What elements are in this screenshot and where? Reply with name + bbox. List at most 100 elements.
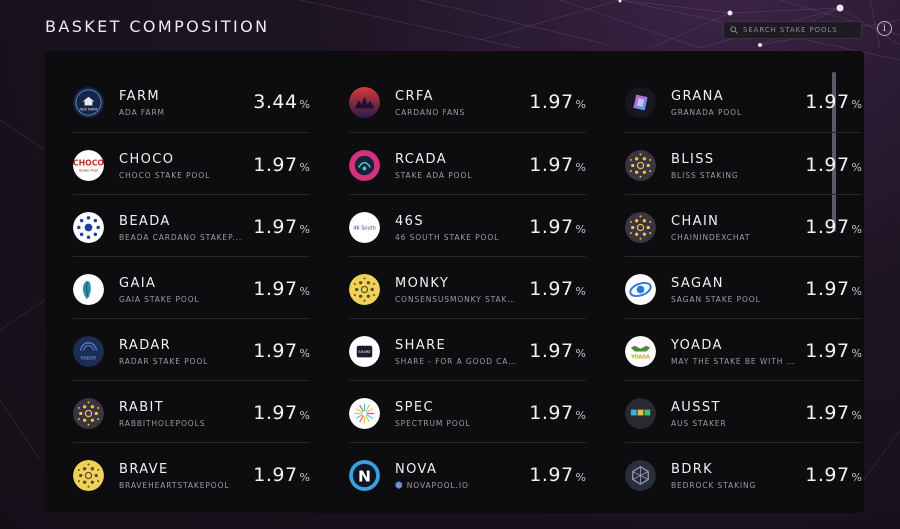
pool-percentage: 1.97% <box>529 340 586 362</box>
pool-name-text: 46 SOUTH STAKE POOL <box>395 233 500 242</box>
pool-row[interactable]: GAIA GAIA STAKE POOL 1.97% <box>73 256 310 318</box>
pool-name: CONSENSUSMONKY STAKE... <box>395 295 520 304</box>
pool-row[interactable]: CHAIN CHAININDEXCHAT 1.97% <box>625 194 862 256</box>
pool-percentage: 1.97% <box>805 402 862 424</box>
scrollbar[interactable] <box>832 72 836 232</box>
pool-row[interactable]: MONKY CONSENSUSMONKY STAKE... 1.97% <box>349 256 586 318</box>
pool-column: GRANA GRANADA POOL 1.97% BLISS BLISS STAKING… <box>625 70 862 504</box>
pool-ticker: RCADA <box>395 152 448 167</box>
svg-text:46 South: 46 South <box>353 225 376 231</box>
pool-row[interactable]: ADA FARM FARM ADA FARM 3.44% <box>73 70 310 132</box>
pool-name-text: AUS STAKER <box>671 419 727 428</box>
pool-row[interactable]: BRAVE BRAVEHEARTSTAKEPOOL 1.97% <box>73 442 310 504</box>
percentage-value: 1.97 <box>529 154 574 176</box>
cardano-default-logo <box>625 212 656 243</box>
pool-ticker: FARM <box>119 89 161 104</box>
pool-ticker: MONKY <box>395 276 450 291</box>
percentage-unit: % <box>851 409 862 422</box>
pool-name-text: SHARE - FOR A GOOD CAU... <box>395 357 520 366</box>
percentage-unit: % <box>299 471 310 484</box>
gaia-logo <box>73 274 104 305</box>
pool-name-text: STAKE ADA POOL <box>395 171 473 180</box>
search-input[interactable]: SEARCH STAKE POOLS <box>723 21 862 39</box>
percentage-value: 1.97 <box>253 154 298 176</box>
pool-row[interactable]: SAGAN SAGAN STAKE POOL 1.97% <box>625 256 862 318</box>
pool-percentage: 1.97% <box>805 216 862 238</box>
search-placeholder: SEARCH STAKE POOLS <box>743 26 838 34</box>
percentage-value: 3.44 <box>253 91 298 113</box>
percentage-value: 1.97 <box>529 278 574 300</box>
pool-ticker: BLISS <box>671 152 715 167</box>
pool-name: SAGAN STAKE POOL <box>671 295 796 304</box>
pool-percentage: 1.97% <box>253 278 310 300</box>
percentage-value: 1.97 <box>529 340 574 362</box>
pool-name-text: RABBITHOLEPOOLS <box>119 419 206 428</box>
cardano-dots-logo <box>73 212 104 243</box>
pool-row[interactable]: BEADA BEADA CARDANO STAKEP... 1.97% <box>73 194 310 256</box>
percentage-value: 1.97 <box>805 278 850 300</box>
radar-logo: RADAR <box>73 336 104 367</box>
pool-row[interactable]: SHARE SHARE SHARE - FOR A GOOD CAU... 1.97% <box>349 318 586 380</box>
pool-ticker: CRFA <box>395 89 434 104</box>
percentage-unit: % <box>575 223 586 236</box>
pool-name: RABBITHOLEPOOLS <box>119 419 244 428</box>
pool-row[interactable]: SPEC SPECTRUM POOL 1.97% <box>349 380 586 442</box>
pool-row[interactable]: BLISS BLISS STAKING 1.97% <box>625 132 862 194</box>
pool-name-text: BLISS STAKING <box>671 171 739 180</box>
pool-name: MAY THE STAKE BE WITH Y... <box>671 357 796 366</box>
pool-name-text: CARDANO FANS <box>395 108 466 117</box>
crfa-logo <box>349 87 380 118</box>
pool-ticker: BEADA <box>119 214 171 229</box>
pool-name-text: CHAININDEXCHAT <box>671 233 751 242</box>
pool-percentage: 1.97% <box>529 402 586 424</box>
pool-percentage: 1.97% <box>529 464 586 486</box>
percentage-unit: % <box>575 285 586 298</box>
pool-name: SHARE - FOR A GOOD CAU... <box>395 357 520 366</box>
pool-ticker: NOVA <box>395 462 438 477</box>
share-logo: SHARE <box>349 336 380 367</box>
percentage-value: 1.97 <box>529 464 574 486</box>
pool-row[interactable]: BDRK BEDROCK STAKING 1.97% <box>625 442 862 504</box>
pool-name-text: NOVAPOOL.IO <box>406 481 469 490</box>
pool-row[interactable]: YOADA YOADA MAY THE STAKE BE WITH Y... 1.97… <box>625 318 862 380</box>
pool-ticker: SAGAN <box>671 276 724 291</box>
pool-row[interactable]: N NOVA ⬢ NOVAPOOL.IO 1.97% <box>349 442 586 504</box>
pool-row[interactable]: AUSST AUS STAKER 1.97% <box>625 380 862 442</box>
pool-name-text: BEDROCK STAKING <box>671 481 757 490</box>
ausst-logo <box>625 398 656 429</box>
percentage-unit: % <box>299 409 310 422</box>
percentage-unit: % <box>575 347 586 360</box>
pool-name-text: CHOCO STAKE POOL <box>119 171 211 180</box>
pool-row[interactable]: GRANA GRANADA POOL 1.97% <box>625 70 862 132</box>
pool-name-text: GRANADA POOL <box>671 108 743 117</box>
pool-row[interactable]: RCADA STAKE ADA POOL 1.97% <box>349 132 586 194</box>
pool-name-text: SAGAN STAKE POOL <box>671 295 761 304</box>
pool-name-text: CONSENSUSMONKY STAKE... <box>395 295 520 304</box>
info-icon[interactable]: i <box>877 21 892 36</box>
pool-percentage: 1.97% <box>253 154 310 176</box>
pool-name: GRANADA POOL <box>671 108 796 117</box>
percentage-value: 1.97 <box>529 402 574 424</box>
pool-name: STAKE ADA POOL <box>395 171 520 180</box>
sagan-logo <box>625 274 656 305</box>
pool-row[interactable]: RADAR RADAR RADAR STAKE POOL 1.97% <box>73 318 310 380</box>
svg-text:YOADA: YOADA <box>630 354 650 360</box>
pool-row[interactable]: 46 South 46S 46 SOUTH STAKE POOL 1.97% <box>349 194 586 256</box>
pool-name: ADA FARM <box>119 108 244 117</box>
spectrum-logo <box>349 398 380 429</box>
pool-ticker: GAIA <box>119 276 157 291</box>
pool-row[interactable]: CHOCO Stake Pool CHOCO CHOCO STAKE POOL 1.97… <box>73 132 310 194</box>
bedrock-logo <box>625 460 656 491</box>
percentage-unit: % <box>851 98 862 111</box>
cardano-default-logo <box>73 398 104 429</box>
percentage-unit: % <box>851 161 862 174</box>
pool-row[interactable]: RABIT RABBITHOLEPOOLS 1.97% <box>73 380 310 442</box>
pool-row[interactable]: CRFA CARDANO FANS 1.97% <box>349 70 586 132</box>
pool-column: ADA FARM FARM ADA FARM 3.44% CHOCO Stake Pool… <box>73 70 310 504</box>
pool-name: SPECTRUM POOL <box>395 419 520 428</box>
percentage-unit: % <box>575 161 586 174</box>
percentage-unit: % <box>299 223 310 236</box>
pool-name-text: MAY THE STAKE BE WITH Y... <box>671 357 796 366</box>
pool-percentage: 1.97% <box>529 91 586 113</box>
pool-name-text: SPECTRUM POOL <box>395 419 471 428</box>
